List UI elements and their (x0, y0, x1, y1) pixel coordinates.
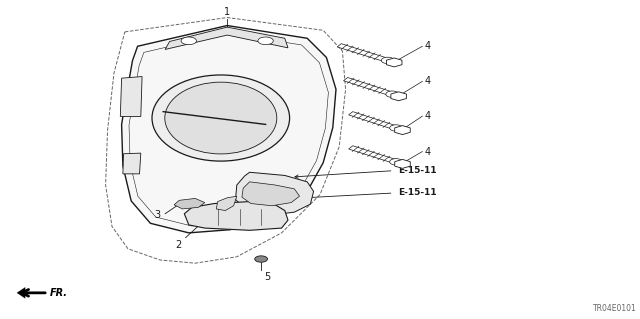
Text: 4: 4 (425, 41, 431, 51)
Polygon shape (344, 78, 397, 97)
Polygon shape (337, 44, 392, 63)
Ellipse shape (152, 75, 289, 161)
Polygon shape (122, 26, 336, 233)
Polygon shape (184, 202, 288, 230)
Circle shape (390, 159, 403, 165)
Circle shape (181, 37, 196, 45)
Text: 1: 1 (224, 7, 230, 17)
Text: 4: 4 (425, 146, 431, 157)
Polygon shape (395, 126, 410, 135)
Polygon shape (165, 27, 288, 49)
Text: E-15-11: E-15-11 (398, 166, 436, 175)
Text: E-15-11: E-15-11 (398, 189, 436, 197)
Circle shape (386, 91, 399, 97)
Polygon shape (242, 182, 300, 206)
Polygon shape (387, 58, 402, 67)
Text: 3: 3 (154, 210, 160, 220)
Polygon shape (349, 112, 401, 130)
Text: TR04E0101: TR04E0101 (593, 304, 637, 313)
Text: FR.: FR. (50, 288, 68, 298)
Text: 4: 4 (425, 111, 431, 121)
Polygon shape (349, 146, 401, 164)
Polygon shape (216, 196, 237, 211)
Polygon shape (236, 172, 314, 215)
Circle shape (258, 37, 273, 45)
Text: 4: 4 (425, 76, 431, 86)
Polygon shape (123, 153, 141, 174)
Polygon shape (395, 160, 410, 168)
Polygon shape (120, 77, 142, 116)
Circle shape (390, 125, 403, 131)
Polygon shape (391, 92, 406, 101)
Text: 2: 2 (175, 240, 181, 250)
Circle shape (255, 256, 268, 262)
Ellipse shape (165, 82, 276, 154)
Text: 5: 5 (264, 272, 271, 282)
Circle shape (381, 57, 394, 63)
Polygon shape (174, 198, 205, 209)
